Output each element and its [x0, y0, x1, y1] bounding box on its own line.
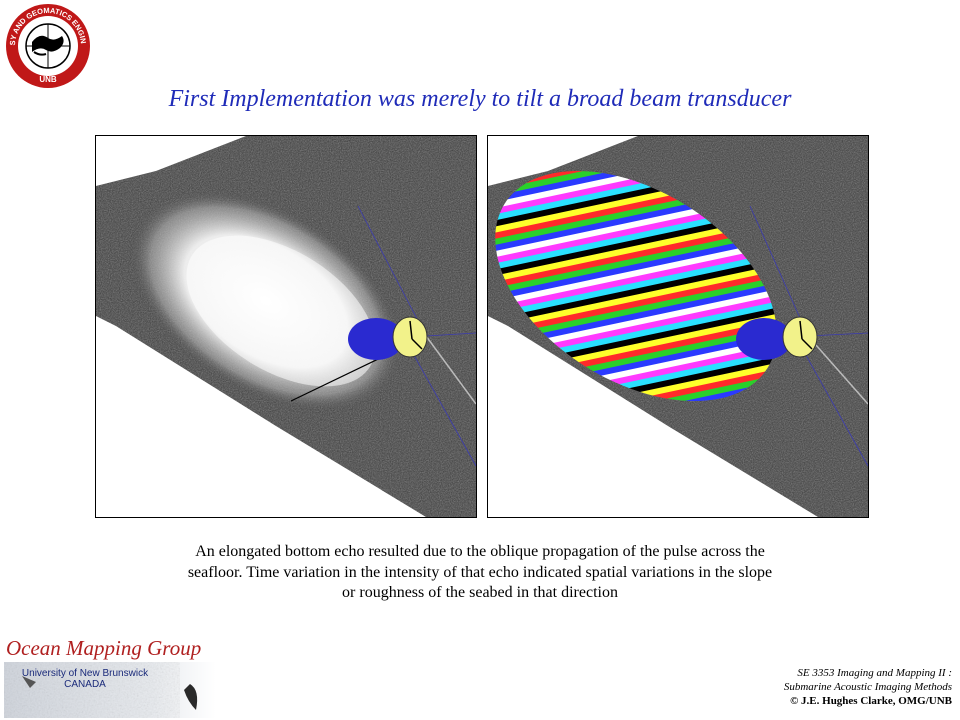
caption-line: or roughness of the seabed in that direc… [342, 584, 618, 601]
omg-logo-block: Ocean Mapping Group [4, 636, 216, 718]
caption-line: seafloor. Time variation in the intensit… [187, 563, 773, 581]
fish-icon [184, 684, 198, 710]
logo-bottom-text: UNB [39, 75, 57, 84]
vessel-icon [22, 676, 36, 688]
university-line: CANADA [64, 679, 106, 690]
beam-icon [348, 318, 404, 360]
copyright-credit: © J.E. Hughes Clarke, OMG/UNB [790, 695, 952, 707]
seafloor-artwork [4, 662, 216, 718]
university-line: University of New Brunswick [21, 668, 149, 679]
transducer-icon [782, 316, 818, 358]
slide-title: First Implementation was merely to tilt … [168, 86, 792, 112]
course-line: Submarine Acoustic Imaging Methods [783, 681, 952, 693]
course-info: SE 3353 Imaging and Mapping II : Submari… [784, 666, 952, 708]
slide-caption: An elongated bottom echo resulted due to… [120, 542, 840, 604]
beam-icon [736, 318, 792, 360]
transducer-icon [392, 316, 428, 358]
university-name: University of New Brunswick CANADA [0, 668, 170, 690]
unb-gge-logo: GEODESY AND GEOMATICS ENGINEERING UNB [1, 0, 92, 90]
logo-seal: GEODESY AND GEOMATICS ENGINEERING UNB [1, 0, 90, 88]
group-name: Ocean Mapping Group [6, 636, 202, 660]
caption-line: An elongated bottom echo resulted due to… [195, 543, 765, 560]
course-line: SE 3353 Imaging and Mapping II : [797, 667, 952, 679]
grayscale-footprint-image [95, 135, 477, 518]
colour-coded-footprint-image [487, 135, 869, 518]
